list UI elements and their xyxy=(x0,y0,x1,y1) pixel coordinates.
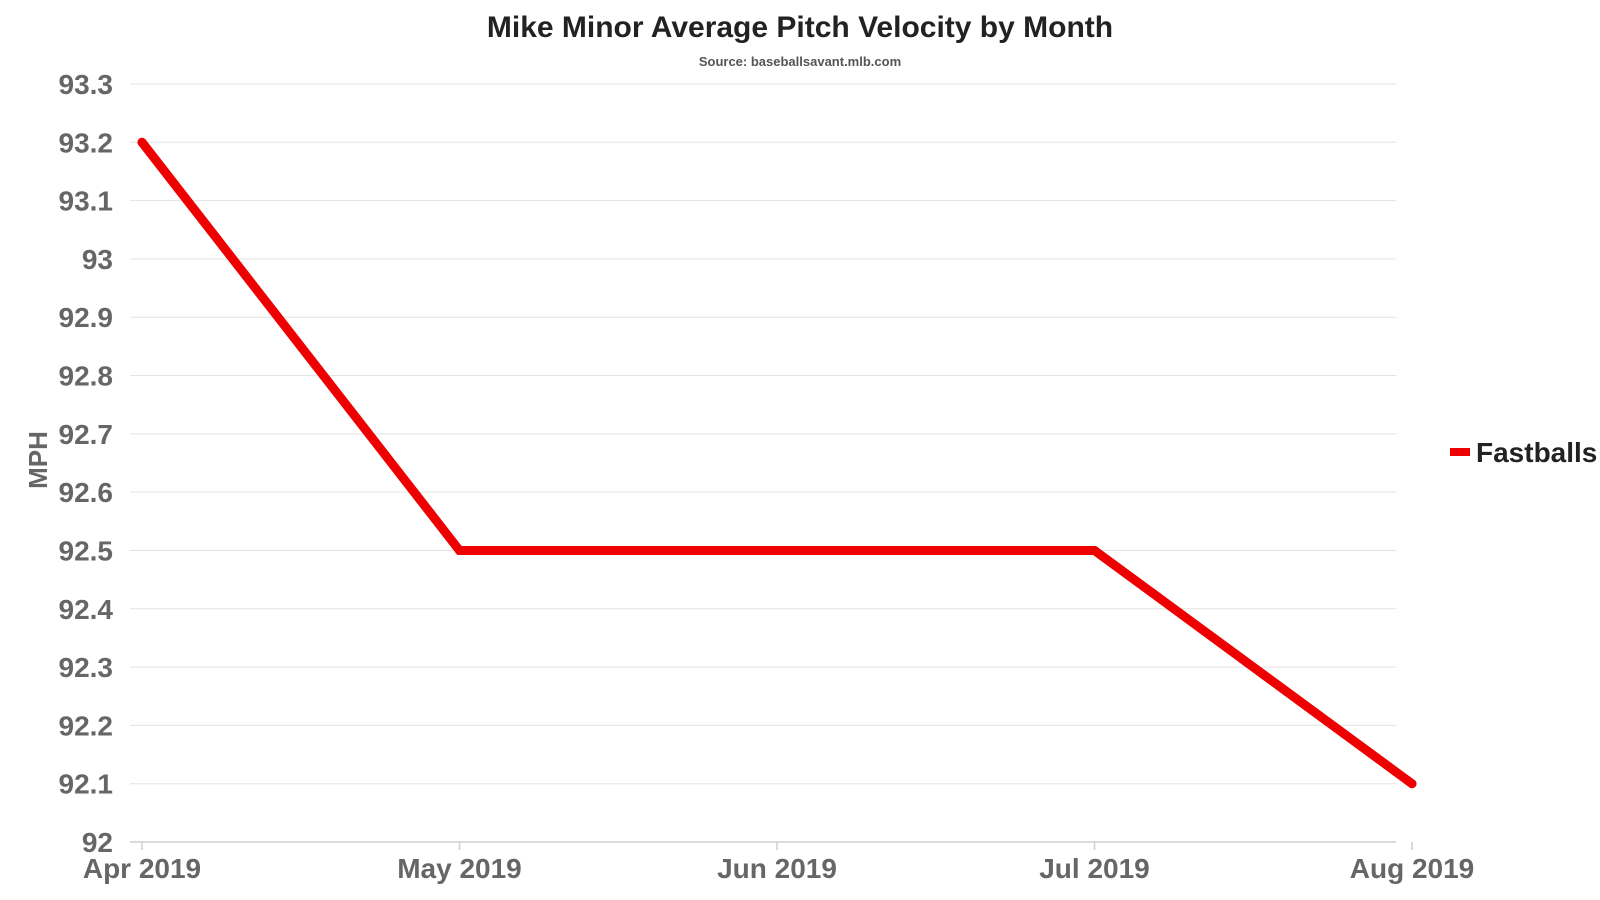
y-axis-ticks: 92 92.1 92.2 92.3 92.4 92.5 92.6 92.7 92.8 92.9 93… xyxy=(59,69,114,858)
y-axis-title: MPH xyxy=(23,431,53,489)
y-tick-label: 92.3 xyxy=(59,652,114,683)
y-tick-label: 93 xyxy=(82,244,113,275)
data-point xyxy=(137,137,147,147)
data-point xyxy=(1407,779,1417,789)
legend-label: Fastballs xyxy=(1476,437,1597,468)
y-tick-label: 92.9 xyxy=(59,302,114,333)
series-line-fastballs xyxy=(137,137,1417,789)
y-tick-label: 93.2 xyxy=(59,127,114,158)
chart-subtitle: Source: baseballsavant.mlb.com xyxy=(699,54,901,69)
legend[interactable]: Fastballs xyxy=(1450,437,1597,468)
legend-swatch xyxy=(1450,448,1470,456)
data-point xyxy=(1090,545,1099,555)
x-tick-label: Jul 2019 xyxy=(1039,853,1150,884)
y-tick-label: 92.4 xyxy=(59,594,114,625)
x-tick-label: Apr 2019 xyxy=(83,853,201,884)
x-tick-label: Jun 2019 xyxy=(717,853,837,884)
chart-title: Mike Minor Average Pitch Velocity by Mon… xyxy=(487,11,1113,44)
y-tick-label: 92 xyxy=(82,827,113,858)
x-tick-label: May 2019 xyxy=(397,853,522,884)
x-axis-ticks: Apr 2019 May 2019 Jun 2019 Jul 2019 Aug 2019 xyxy=(83,842,1474,884)
y-tick-label: 92.6 xyxy=(59,477,114,508)
data-point xyxy=(772,545,782,555)
y-tick-label: 92.5 xyxy=(59,535,114,566)
y-tick-label: 93.3 xyxy=(59,69,114,100)
x-tick-label: Aug 2019 xyxy=(1350,853,1475,884)
y-tick-label: 92.8 xyxy=(59,361,114,392)
gridlines xyxy=(130,83,1396,843)
y-tick-label: 92.1 xyxy=(59,769,114,800)
y-tick-label: 92.2 xyxy=(59,710,114,741)
y-tick-label: 92.7 xyxy=(59,419,114,450)
data-point xyxy=(455,545,464,555)
y-tick-label: 93.1 xyxy=(59,186,114,217)
series-layer xyxy=(137,137,1417,789)
